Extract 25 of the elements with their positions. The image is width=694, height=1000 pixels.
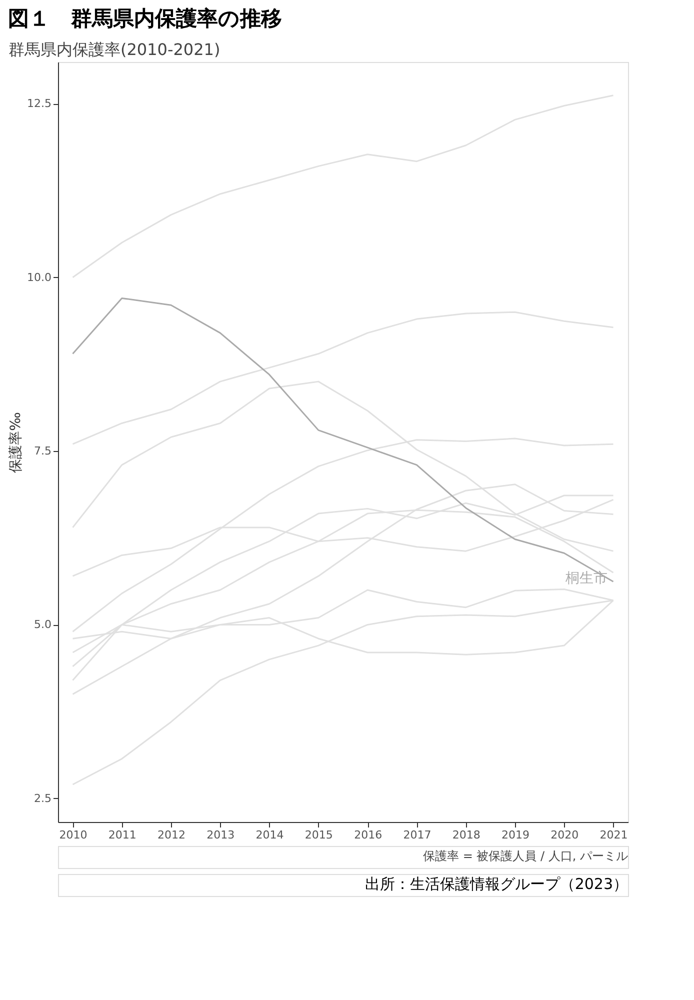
x-tick-label: 2020 <box>550 828 579 842</box>
chart-title: 図１ 群馬県内保護率の推移 <box>8 6 282 30</box>
x-tick-label: 2019 <box>501 828 530 842</box>
x-tick-label: 2021 <box>600 828 628 842</box>
y-tick-label: 10.0 <box>27 270 52 284</box>
y-axis-title: 保護率‰ <box>8 412 24 473</box>
x-tick-label: 2018 <box>452 828 480 842</box>
x-tick-label: 2014 <box>256 828 284 842</box>
x-tick-label: 2015 <box>304 828 333 842</box>
y-tick-label: 5.0 <box>34 618 52 632</box>
y-tick-label: 7.5 <box>34 444 52 458</box>
text: 出所：生活保護情報グループ（2023） <box>364 875 628 893</box>
chart-subtitle: 群馬県内保護率(2010-2021) <box>8 40 220 59</box>
line-series <box>72 311 614 445</box>
x-tick-label: 2010 <box>59 828 88 842</box>
line-series <box>72 94 614 278</box>
x-tick-label: 2017 <box>403 828 432 842</box>
x-tick-label: 2011 <box>108 828 136 842</box>
x-tick-label: 2013 <box>206 828 235 842</box>
y-tick-label: 2.5 <box>34 792 52 805</box>
line-series <box>72 297 614 582</box>
x-tick-label: 2016 <box>354 828 382 842</box>
x-tick-label: 2012 <box>158 828 186 842</box>
text: 保護率 = 被保護人員 / 人口, パーミル <box>423 849 628 863</box>
y-tick-label: 12.5 <box>27 97 52 110</box>
